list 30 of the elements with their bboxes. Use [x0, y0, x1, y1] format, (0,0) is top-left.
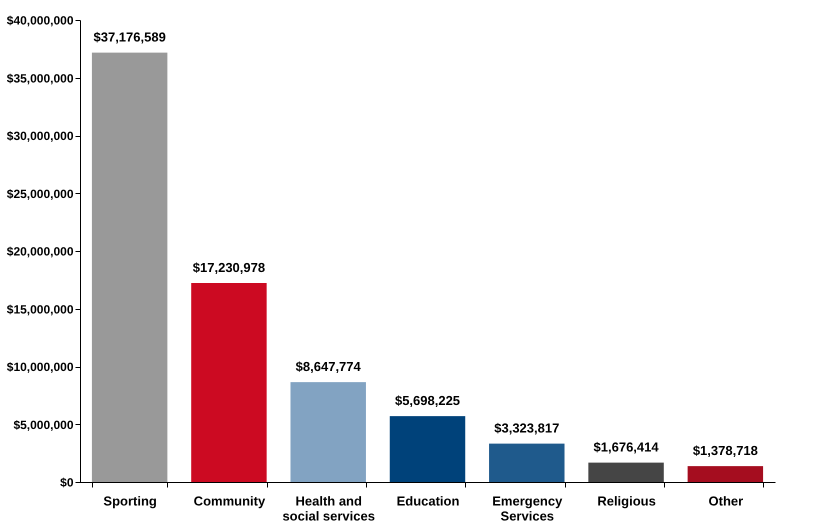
- y-tick-label: $35,000,000: [6, 71, 74, 86]
- y-tick-label: $25,000,000: [6, 186, 74, 201]
- x-tick-label: Emergency Services: [492, 494, 564, 524]
- bar: [688, 466, 764, 482]
- x-tick-label: Religious: [597, 494, 656, 508]
- x-tick-label: Health and social services: [282, 494, 375, 524]
- data-label: $5,698,225: [394, 393, 460, 408]
- data-label: $17,230,978: [192, 260, 266, 275]
- bar: [92, 52, 168, 482]
- bar: [191, 282, 267, 482]
- y-tick-label: $0: [60, 476, 74, 490]
- bar: [588, 462, 664, 482]
- bar: [489, 444, 565, 482]
- data-label: $8,647,774: [296, 359, 362, 374]
- x-tick-label: Other: [708, 494, 744, 508]
- y-tick-label: $40,000,000: [6, 14, 74, 28]
- data-label: $37,176,589: [93, 30, 166, 45]
- y-tick-label: $20,000,000: [6, 244, 74, 258]
- data-label: $3,323,817: [494, 420, 560, 436]
- x-tick-label: Community: [194, 494, 266, 508]
- y-tick-label: $10,000,000: [6, 360, 74, 374]
- y-tick-label: $15,000,000: [6, 302, 74, 316]
- data-label: $1,378,718: [692, 443, 758, 458]
- y-tick-label: $30,000,000: [6, 129, 74, 143]
- x-tick-label: Education: [396, 494, 460, 508]
- data-label: $1,676,414: [594, 440, 660, 455]
- x-tick-label: Sporting: [103, 494, 157, 508]
- bar: [390, 416, 466, 482]
- y-tick-label: $5,000,000: [13, 418, 74, 432]
- bar: [290, 382, 366, 482]
